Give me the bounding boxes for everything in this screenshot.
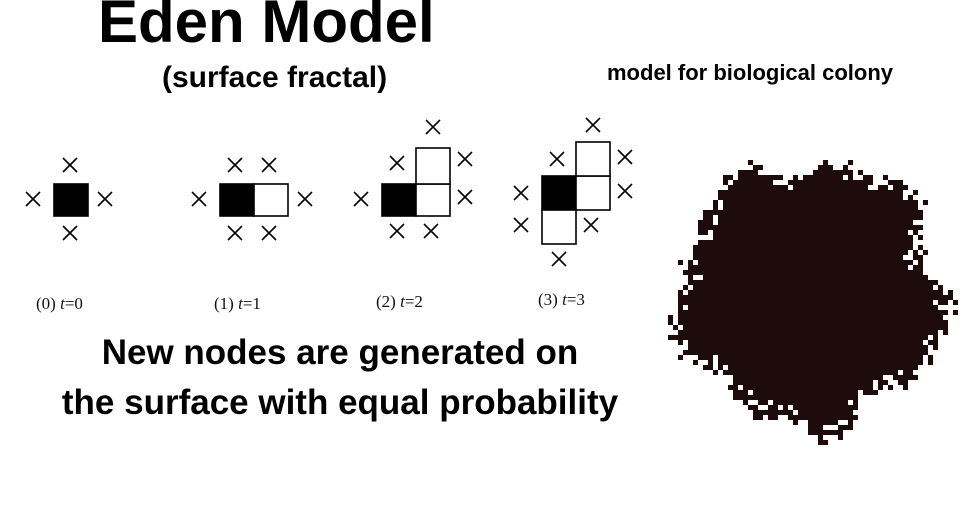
candidate-site-mark: [97, 191, 113, 207]
candidate-site-mark: [583, 217, 599, 233]
stage-index: (0): [36, 294, 56, 313]
candidate-site-mark: [617, 183, 633, 199]
candidate-site-mark: [513, 217, 529, 233]
page-title: Eden Model: [98, 0, 435, 55]
candidate-site-mark: [297, 191, 313, 207]
stage-caption-3: (3) t=3: [538, 290, 585, 310]
occupied-cell: [381, 183, 417, 217]
eden-stage-3-diagram: [513, 117, 633, 267]
stage-caption-0: (0) t=0: [36, 294, 83, 314]
candidate-site-mark: [549, 151, 565, 167]
eden-stage-3: (3) t=3: [508, 110, 648, 309]
candidate-site-mark: [457, 189, 473, 205]
stage-value: =3: [566, 290, 585, 309]
stage-variable: t: [400, 292, 405, 311]
stage-index: (1): [214, 294, 234, 313]
candidate-site-mark: [191, 191, 207, 207]
eden-stage-1: (1) t=1: [186, 110, 326, 313]
stage-variable: t: [60, 294, 65, 313]
candidate-site-mark: [457, 151, 473, 167]
eden-stage-0-diagram: [25, 157, 113, 241]
new-cell: [415, 147, 451, 185]
stage-value: =1: [242, 294, 261, 313]
colony-cells: [668, 160, 958, 445]
candidate-site-mark: [389, 223, 405, 239]
eden-stage-2: (2) t=2: [348, 110, 488, 311]
colony-caption: model for biological colony: [607, 60, 894, 85]
candidate-site-mark: [25, 191, 41, 207]
stage-index: (3): [538, 290, 558, 309]
stage-variable: t: [562, 290, 567, 309]
eden-colony-image: [668, 140, 958, 450]
new-cell: [575, 175, 611, 211]
stage-variable: t: [238, 294, 243, 313]
candidate-site-mark: [261, 157, 277, 173]
candidate-site-mark: [425, 119, 441, 135]
candidate-site-mark: [353, 191, 369, 207]
candidate-site-mark: [227, 225, 243, 241]
new-cell: [415, 183, 451, 217]
candidate-site-mark: [62, 225, 78, 241]
page-subtitle: (surface fractal): [162, 61, 388, 94]
occupied-cell: [219, 183, 255, 217]
candidate-site-mark: [261, 225, 277, 241]
candidate-site-mark: [513, 185, 529, 201]
candidate-site-mark: [585, 117, 601, 133]
new-cell: [253, 183, 289, 217]
candidate-site-mark: [227, 157, 243, 173]
candidate-site-mark: [551, 251, 567, 267]
stage-value: =2: [404, 292, 423, 311]
occupied-cell: [541, 175, 577, 211]
candidate-site-mark: [389, 155, 405, 171]
candidate-site-mark: [617, 149, 633, 165]
stage-caption-1: (1) t=1: [214, 294, 261, 314]
eden-stage-1-diagram: [191, 157, 313, 241]
description-line-2: the surface with equal probability: [61, 383, 619, 422]
occupied-cell: [53, 183, 89, 217]
stage-value: =0: [64, 294, 83, 313]
stage-caption-2: (2) t=2: [376, 292, 423, 312]
eden-stage-0: (0) t=0: [20, 110, 120, 313]
stage-index: (2): [376, 292, 396, 311]
description-line-1: New nodes are generated on: [101, 333, 579, 372]
eden-stage-2-diagram: [353, 119, 473, 239]
new-cell: [541, 209, 577, 245]
eden-colony-cluster: [668, 160, 958, 445]
new-cell: [575, 141, 611, 177]
candidate-site-mark: [423, 223, 439, 239]
candidate-site-mark: [62, 157, 78, 173]
